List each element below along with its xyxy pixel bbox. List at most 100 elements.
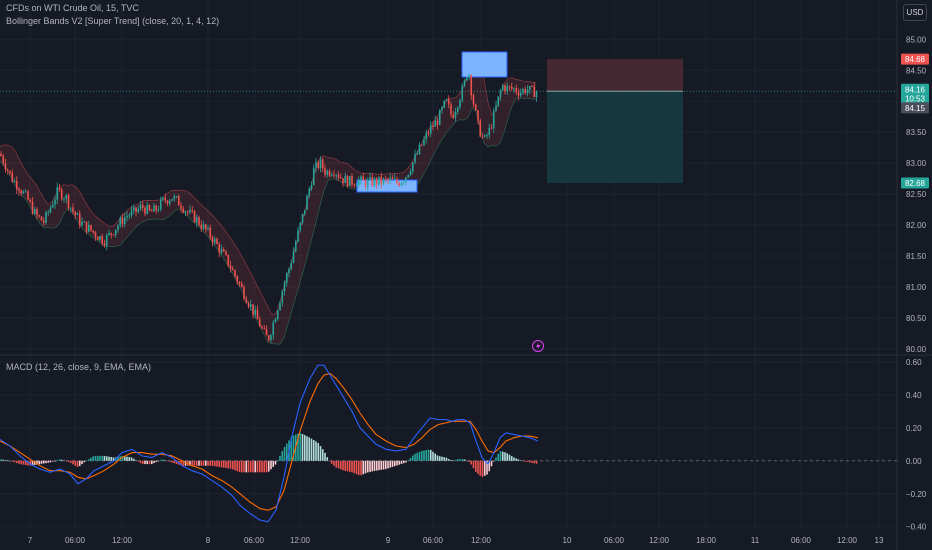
- candle-body: [117, 225, 119, 230]
- macd-histogram-bar: [13, 460, 16, 463]
- macd-histogram-bar: [225, 460, 227, 469]
- candle-body: [0, 153, 2, 157]
- macd-histogram-bar: [526, 460, 529, 462]
- macd-histogram-bar: [452, 460, 455, 462]
- macd-histogram-bar: [330, 460, 333, 464]
- candle-body: [391, 177, 394, 180]
- candle-body: [99, 236, 101, 240]
- candle-body: [54, 199, 56, 205]
- candle-body: [141, 204, 144, 208]
- candle-body: [533, 86, 536, 98]
- macd-histogram-bar: [344, 460, 347, 471]
- macd-histogram-bar: [510, 456, 513, 461]
- candle-body: [76, 213, 79, 215]
- candle-body: [13, 180, 16, 182]
- candle-body: [22, 191, 25, 194]
- macd-legend[interactable]: MACD (12, 26, close, 9, EMA, EMA): [6, 362, 152, 372]
- candle-body: [321, 159, 324, 169]
- macd-histogram-bar: [103, 455, 106, 461]
- currency-button[interactable]: USD: [903, 4, 927, 21]
- macd-histogram-bar: [117, 456, 119, 461]
- macd-histogram-bar: [450, 460, 452, 461]
- candle-body: [243, 287, 245, 299]
- macd-histogram-bar: [351, 460, 353, 473]
- macd-histogram-bar: [204, 460, 207, 466]
- candle-body: [416, 153, 419, 155]
- indicator-legend[interactable]: Bollinger Bands V2 [Super Trend] (close,…: [6, 16, 220, 26]
- candle-body: [357, 179, 360, 186]
- macd-histogram-bar: [303, 435, 306, 461]
- macd-histogram-bar: [468, 460, 470, 462]
- macd-histogram-bar: [407, 460, 410, 461]
- macd-histogram-bar: [191, 460, 194, 466]
- candle-body: [510, 86, 513, 89]
- candle-body: [337, 174, 340, 178]
- candle-body: [420, 144, 423, 146]
- macd-histogram-bar: [150, 460, 153, 465]
- candle-body: [24, 191, 27, 193]
- macd-histogram-bar: [443, 457, 446, 461]
- candle-body: [414, 154, 416, 163]
- macd-histogram-bar: [153, 460, 155, 464]
- time-tick-label: 18:00: [696, 536, 717, 545]
- candle-body: [393, 178, 396, 180]
- symbol-legend[interactable]: CFDs on WTI Crude Oil, 15, TVC: [6, 3, 139, 13]
- candle-body: [18, 189, 20, 191]
- candle-body: [294, 241, 297, 252]
- macd-histogram-bar: [416, 452, 419, 461]
- macd-histogram-bar: [486, 460, 488, 475]
- macd-histogram-bar: [128, 457, 131, 461]
- macd-histogram-bar: [333, 460, 335, 466]
- macd-histogram-bar: [463, 459, 466, 461]
- macd-histogram-bar: [263, 460, 266, 473]
- candle-body: [186, 211, 189, 213]
- macd-histogram-bar: [375, 460, 378, 471]
- macd-histogram-bar: [317, 443, 320, 461]
- last-price-tag-label: 84.16: [905, 85, 926, 94]
- macd-histogram-bar: [137, 460, 140, 462]
- time-tick-label: 06:00: [244, 536, 265, 545]
- candle-body: [483, 135, 486, 137]
- macd-histogram-bar: [157, 460, 160, 462]
- macd-histogram-bar: [60, 459, 63, 461]
- macd-histogram-bar: [216, 460, 218, 467]
- candle-body: [470, 75, 473, 96]
- candle-body: [65, 195, 68, 199]
- candle-body: [139, 204, 142, 209]
- candle-body: [285, 273, 288, 283]
- candle-body: [254, 309, 257, 315]
- macd-histogram-bar: [389, 460, 392, 468]
- macd-histogram-bar: [63, 460, 65, 462]
- macd-histogram-bar: [159, 459, 162, 461]
- candle-body: [515, 88, 518, 93]
- candle-body: [78, 213, 81, 226]
- macd-histogram-bar: [456, 459, 459, 461]
- macd-tick-label: 0.20: [906, 424, 922, 433]
- candle-body: [211, 237, 214, 243]
- macd-histogram-bar: [2, 459, 5, 461]
- macd-histogram-bar: [144, 460, 146, 465]
- candle-body: [495, 105, 497, 111]
- macd-histogram-bar: [76, 460, 79, 468]
- candle-body: [130, 210, 133, 216]
- macd-histogram-bar: [378, 460, 380, 471]
- candle-body: [504, 85, 506, 92]
- candle-body: [459, 100, 461, 108]
- candle-body: [252, 304, 254, 315]
- macd-histogram-bar: [24, 460, 27, 466]
- candle-body: [213, 238, 216, 243]
- macd-histogram-bar: [382, 460, 385, 470]
- candle-body: [6, 169, 9, 171]
- macd-histogram-bar: [346, 460, 349, 472]
- macd-histogram-bar: [517, 459, 520, 461]
- candle-body: [47, 212, 50, 213]
- time-tick-label: 12:00: [837, 536, 858, 545]
- candle-body: [128, 215, 131, 217]
- event-marker-icon: [532, 340, 544, 352]
- macd-histogram-bar: [425, 450, 428, 461]
- time-tick-label: 06:00: [423, 536, 444, 545]
- candle-body: [524, 89, 527, 93]
- macd-histogram-bar: [4, 460, 7, 461]
- candle-body: [310, 185, 313, 189]
